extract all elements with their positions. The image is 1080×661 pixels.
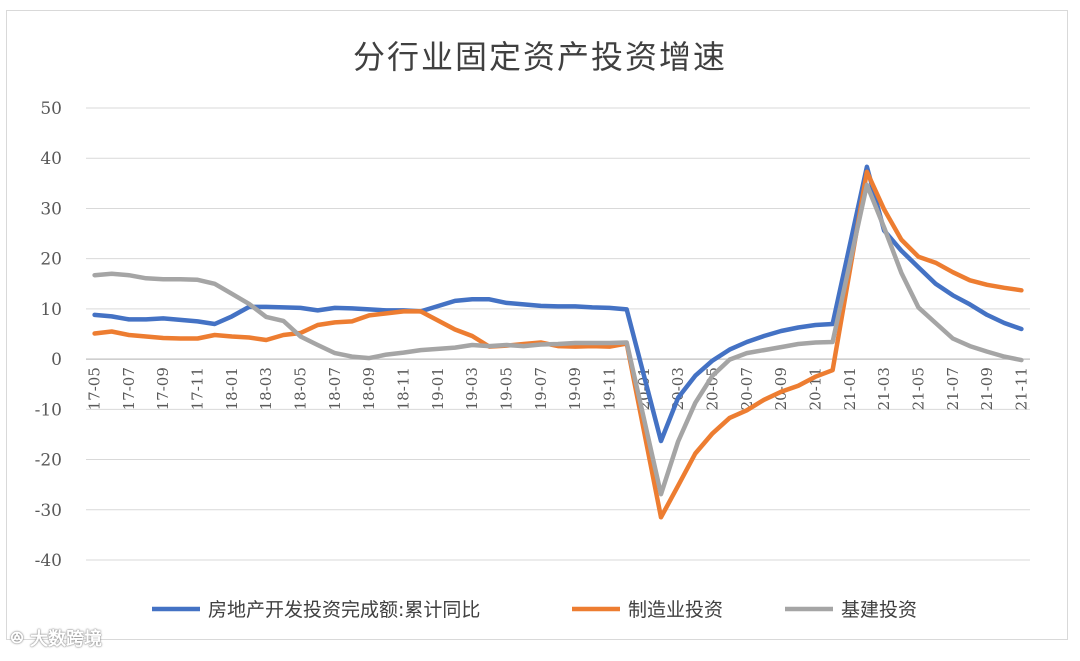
series-lines: [92, 164, 1024, 520]
y-axis-ticks: 50 40 30 20 10 0 -10 -20 -30 -40: [35, 99, 62, 571]
x-tick-label: 18-01: [223, 367, 241, 410]
y-tick-label: -40: [35, 551, 62, 571]
chart-title: 分行业固定资产投资增速: [352, 38, 727, 76]
x-tick-label: 19-09: [566, 367, 584, 410]
x-tick-label: 20-09: [772, 367, 790, 410]
x-tick-label: 21-11: [1012, 367, 1030, 410]
y-tick-label: -20: [35, 451, 62, 471]
x-axis-ticks: 17-05 17-07 17-09 17-11 18-01 18-03 18-05 18-07…: [86, 367, 1031, 410]
x-tick-label: 19-11: [600, 367, 618, 410]
legend-label-1: 房地产开发投资完成额:累计同比: [208, 599, 480, 621]
legend: 房地产开发投资完成额:累计同比 制造业投资 基建投资: [152, 599, 917, 621]
x-tick-label: 20-05: [703, 367, 721, 410]
legend-label-2: 制造业投资: [628, 599, 723, 621]
x-tick-label: 19-05: [498, 367, 516, 410]
y-tick-label: 0: [51, 350, 62, 370]
x-tick-label: 19-07: [532, 367, 550, 410]
x-tick-label: 20-03: [669, 367, 687, 410]
series-line-1: [92, 164, 1024, 444]
watermark-text: 大数跨境: [30, 629, 103, 650]
y-tick-label: 40: [40, 149, 62, 169]
y-tick-label: 30: [40, 199, 62, 219]
y-tick-label: 20: [40, 250, 62, 270]
x-tick-label: 17-07: [120, 367, 138, 410]
x-tick-label: 18-05: [292, 367, 310, 410]
y-tick-label: 50: [40, 99, 62, 119]
gridlines: [86, 107, 1030, 561]
x-tick-label: 17-09: [154, 367, 172, 410]
x-tick-label: 19-03: [463, 367, 481, 410]
x-tick-label: 17-05: [86, 367, 104, 410]
x-tick-label: 21-09: [978, 367, 996, 410]
x-tick-label: 21-05: [909, 367, 927, 410]
y-tick-label: -30: [35, 501, 62, 521]
x-tick-label: 18-09: [360, 367, 378, 410]
legend-label-3: 基建投资: [841, 599, 917, 621]
watermark-logo-icon: ꔮ: [10, 627, 25, 649]
y-tick-label: 10: [40, 300, 62, 320]
y-tick-label: -10: [35, 400, 62, 420]
x-tick-label: 20-07: [738, 367, 756, 410]
chart-frame: [6, 10, 1068, 640]
watermark: ꔮ 大数跨境: [10, 625, 102, 651]
x-tick-label: 18-07: [326, 367, 344, 410]
x-tick-label: 18-03: [257, 367, 275, 410]
x-tick-label: 17-11: [189, 367, 207, 410]
x-tick-label: 21-07: [944, 367, 962, 410]
x-tick-label: 21-03: [875, 367, 893, 410]
x-tick-label: 19-01: [429, 367, 447, 410]
series-line-3: [92, 182, 1024, 497]
x-tick-label: 18-11: [395, 367, 413, 410]
x-tick-label: 21-01: [841, 367, 859, 410]
